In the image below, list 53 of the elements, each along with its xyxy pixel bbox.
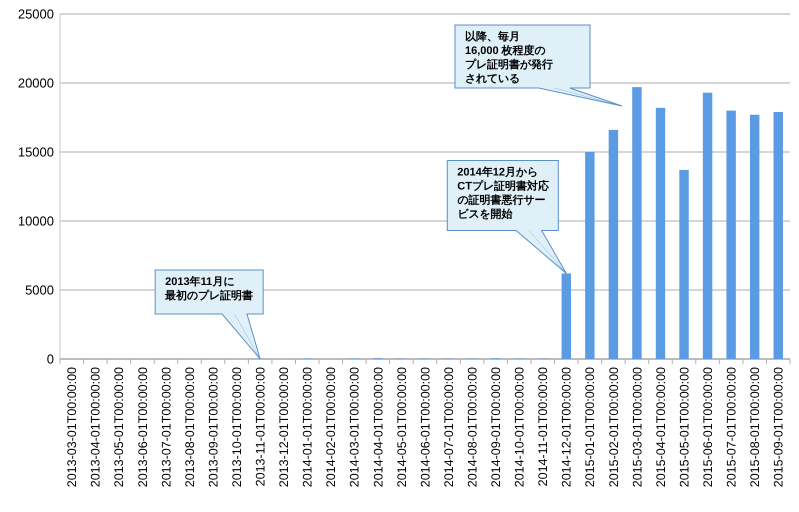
x-tick-label: 2013-03-01T00:00:00 [65,366,80,488]
bar [750,114,760,359]
x-tick-label: 2013-07-01T00:00:00 [159,366,174,488]
annotation: 2013年11月に最初のプレ証明書 [164,275,254,302]
x-tick-label: 2014-07-01T00:00:00 [442,366,456,488]
y-tick-label: 25000 [18,6,54,22]
callout-bubble: 2013年11月に最初のプレ証明書 [154,270,264,360]
x-tick-label: 2014-10-01T00:00:00 [512,366,527,488]
x-tick-label: 2015-07-01T00:00:00 [724,366,739,488]
annotation: 2014年12月からCTプレ証明書対応の証明書悪行サービスを開始 [457,165,550,220]
x-tick-label: 2014-05-01T00:00:00 [394,366,409,488]
x-tick-label: 2014-02-01T00:00:00 [324,366,338,488]
y-tick-label: 20000 [18,76,54,91]
bar [726,110,736,359]
x-tick-label: 2013-06-01T00:00:00 [136,366,150,488]
x-tick-label: 2014-01-01T00:00:00 [300,366,315,488]
bar [632,87,642,359]
x-tick-label: 2015-06-01T00:00:00 [700,366,715,488]
x-tick-label: 2015-02-01T00:00:00 [606,366,621,488]
x-tick-label: 2013-12-01T00:00:00 [277,366,292,488]
y-tick-label: 5000 [25,282,54,298]
x-tick-label: 2014-04-01T00:00:00 [371,366,386,488]
bar [562,273,571,359]
annotation: 以降、毎月16,000 枚程度のプレ証明書が発行されている [465,30,553,85]
x-tick-label: 2014-08-01T00:00:00 [465,366,480,488]
x-tick-label: 2015-08-01T00:00:00 [748,366,762,488]
bar [774,112,783,359]
x-tick-label: 2014-09-01T00:00:00 [489,366,504,488]
x-tick-label: 2014-12-01T00:00:00 [560,366,574,488]
x-tick-label: 2015-03-01T00:00:00 [630,366,644,488]
callout-bubble: 2014年12月からCTプレ証明書対応の証明書悪行サービスを開始 [446,160,567,274]
x-tick-label: 2015-09-01T00:00:00 [772,366,786,488]
x-tick-label: 2015-05-01T00:00:00 [677,366,692,488]
x-tick-label: 2013-09-01T00:00:00 [206,366,220,488]
x-tick-label: 2015-04-01T00:00:00 [654,366,668,488]
bar [702,92,712,359]
y-tick-label: 10000 [18,214,54,229]
x-tick-label: 2015-01-01T00:00:00 [583,366,598,488]
callout-bubble: 以降、毎月16,000 枚程度のプレ証明書が発行されている [454,24,622,106]
x-tick-label: 2014-06-01T00:00:00 [418,366,432,488]
bar [608,130,618,359]
x-tick-label: 2013-11-01T00:00:00 [254,366,268,486]
bar [585,152,595,359]
y-tick-label: 15000 [18,144,54,160]
x-tick-label: 2013-10-01T00:00:00 [230,366,244,488]
y-tick-label: 0 [46,352,54,367]
x-tick-label: 2013-04-01T00:00:00 [88,366,103,488]
x-tick-label: 2014-11-01T00:00:00 [536,366,550,486]
x-tick-label: 2014-03-01T00:00:00 [348,366,362,488]
x-tick-label: 2013-08-01T00:00:00 [182,366,197,488]
bar [679,170,689,359]
x-tick-label: 2013-05-01T00:00:00 [112,366,126,488]
bar [656,108,666,359]
